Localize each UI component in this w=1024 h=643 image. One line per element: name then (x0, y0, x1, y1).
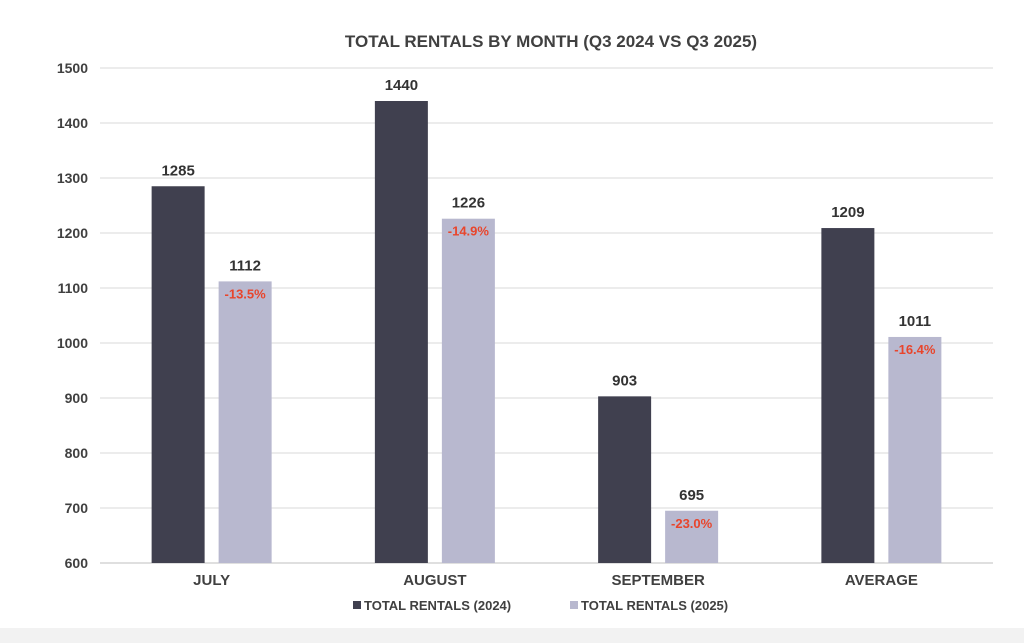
data-labels: 1285 1112 -13.5% 1440 1226 -14.9% 903 695 -23.0%… (161, 77, 935, 531)
bar-2025-september (665, 510, 719, 563)
bar-2024-september (598, 396, 652, 563)
x-category-label: JULY (193, 572, 230, 589)
legend-label-2024: TOTAL RENTALS (2024) (364, 598, 511, 613)
y-tick-label: 1000 (57, 335, 88, 351)
y-tick-label: 1400 (57, 115, 88, 131)
x-category-label: AVERAGE (845, 572, 918, 589)
y-tick-label: 1100 (58, 280, 89, 296)
y-tick-label: 1200 (57, 225, 88, 241)
y-axis-ticks: 600 700 800 900 1000 1100 1200 1300 1400 1500 (57, 60, 88, 571)
y-tick-label: 800 (65, 445, 89, 461)
bar-2024-july (151, 186, 205, 563)
y-tick-label: 900 (65, 390, 89, 406)
legend-swatch-2024 (353, 601, 361, 609)
legend-swatch-2025 (570, 601, 578, 609)
y-tick-label: 1500 (57, 60, 88, 76)
change-label-2025: -14.9% (448, 224, 490, 239)
value-label-2025: 1112 (229, 257, 261, 274)
value-label-2025: 695 (679, 487, 704, 504)
legend-label-2025: TOTAL RENTALS (2025) (581, 598, 728, 613)
value-label-2024: 1209 (831, 204, 864, 221)
chart-title: TOTAL RENTALS BY MONTH (Q3 2024 VS Q3 20… (345, 32, 757, 51)
y-tick-label: 700 (65, 500, 89, 516)
legend: TOTAL RENTALS (2024) TOTAL RENTALS (2025) (353, 598, 728, 613)
x-category-label: AUGUST (403, 572, 466, 589)
bar-2024-average (821, 228, 875, 564)
value-label-2024: 1440 (385, 77, 418, 94)
change-label-2025: -16.4% (894, 342, 936, 357)
bar-2025-average (888, 336, 942, 563)
x-axis-categories: JULY AUGUST SEPTEMBER AVERAGE (193, 572, 918, 589)
value-label-2024: 903 (612, 372, 637, 389)
bar-2025-august (441, 218, 495, 563)
value-label-2025: 1226 (452, 195, 485, 212)
change-label-2025: -23.0% (671, 516, 713, 531)
bar-2024-august (374, 101, 428, 563)
y-tick-label: 1300 (57, 170, 88, 186)
bar-chart: TOTAL RENTALS BY MONTH (Q3 2024 VS Q3 20… (57, 32, 993, 613)
bars (151, 101, 942, 564)
bar-2025-july (218, 281, 272, 563)
x-category-label: SEPTEMBER (611, 572, 705, 589)
value-label-2025: 1011 (899, 313, 932, 330)
y-tick-label: 600 (65, 555, 89, 571)
bottom-strip (0, 628, 1024, 643)
value-label-2024: 1285 (161, 162, 194, 179)
change-label-2025: -13.5% (225, 286, 267, 301)
